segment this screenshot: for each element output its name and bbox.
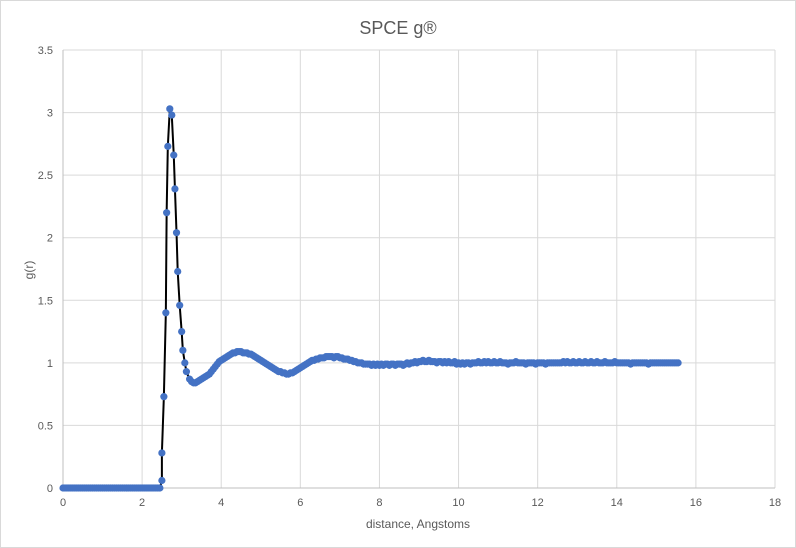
y-tick-label: 1.5 bbox=[38, 295, 53, 307]
x-tick-label: 16 bbox=[690, 497, 702, 509]
data-point bbox=[179, 346, 187, 354]
x-tick-label: 6 bbox=[297, 497, 303, 509]
y-tick-label: 0 bbox=[47, 483, 53, 495]
y-tick-label: 2.5 bbox=[38, 170, 53, 182]
series-markers bbox=[59, 105, 682, 492]
x-tick-label: 18 bbox=[769, 497, 781, 509]
series-line-path bbox=[63, 108, 679, 489]
data-point bbox=[178, 327, 186, 336]
x-tick-label: 2 bbox=[139, 497, 145, 509]
x-tick-label: 10 bbox=[452, 497, 464, 509]
data-point bbox=[170, 151, 178, 159]
x-tick-label: 4 bbox=[218, 497, 224, 509]
data-point bbox=[156, 484, 164, 492]
data-point bbox=[174, 267, 182, 276]
y-tick-label: 1 bbox=[47, 358, 53, 370]
data-point bbox=[158, 449, 166, 457]
x-tick-label: 8 bbox=[376, 497, 382, 509]
data-point bbox=[172, 229, 181, 237]
data-point bbox=[181, 359, 189, 367]
axes bbox=[62, 50, 775, 489]
data-point bbox=[168, 111, 176, 119]
y-tick-label: 3 bbox=[47, 108, 53, 120]
y-axis-label: g(r) bbox=[22, 261, 36, 280]
series-line bbox=[63, 108, 679, 489]
x-tick-label: 14 bbox=[611, 497, 623, 509]
data-point bbox=[162, 309, 170, 317]
x-tick-label: 0 bbox=[60, 497, 66, 509]
y-tick-label: 0.5 bbox=[38, 420, 53, 432]
x-tick-label: 12 bbox=[532, 497, 544, 509]
data-point bbox=[160, 393, 168, 401]
y-tick-label: 2 bbox=[47, 233, 53, 245]
tick-labels: 0 0.5 1 1.5 2 2.5 3 3.5 0 2 4 6 8 10 12 14 16 18 bbox=[38, 45, 781, 509]
y-tick-label: 3.5 bbox=[38, 45, 53, 57]
data-point bbox=[166, 105, 174, 113]
data-point bbox=[674, 359, 682, 367]
data-point bbox=[182, 368, 191, 376]
x-axis-label: distance, Angstoms bbox=[366, 517, 470, 531]
data-point bbox=[163, 209, 171, 217]
chart-title: SPCE g® bbox=[359, 18, 436, 38]
data-point bbox=[164, 142, 172, 150]
data-point bbox=[158, 476, 166, 485]
data-point bbox=[171, 185, 179, 193]
data-point bbox=[176, 301, 184, 309]
